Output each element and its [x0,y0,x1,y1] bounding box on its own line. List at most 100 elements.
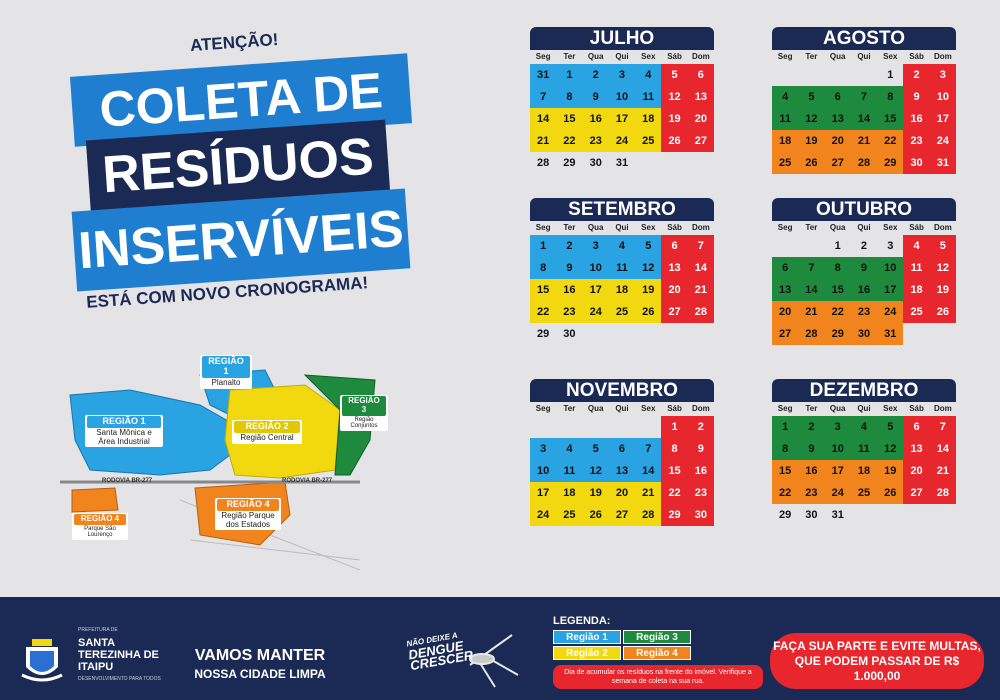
day-cell: 7 [850,86,878,108]
empty-cell [609,416,635,438]
weekday-label: Dom [691,404,710,413]
weekday-label: Dom [691,52,710,61]
day-grid: 1 2 3 4 5 6 7 8 9 10 11 12 13 14 15 16 17 18 19 20 21 22 23 24 2… [772,64,956,174]
empty-cell [825,64,851,86]
day-cell: 28 [929,482,956,504]
day-cell: 25 [903,301,930,323]
day-cell: 29 [877,152,904,174]
municipality-tagline: DESENVOLVIMENTO PARA TODOS [78,676,161,682]
day-cell: 24 [929,130,956,152]
day-cell: 29 [563,157,576,169]
day-cell: 15 [824,279,851,301]
weekday-label: Sex [641,404,656,413]
day-cell: 1 [661,416,688,438]
weekday-header: Seg Ter Qua Qui Sex Sáb Dom [530,221,714,235]
calendar-dezembro: DEZEMBRO Seg Ter Qua Qui Sex Sáb Dom 1 2 3 4 5 6 7 8 9 10… [772,379,956,526]
month-title: NOVEMBRO [530,379,714,402]
fine-warning: FAÇA SUA PARTE E EVITE MULTAS, QUE PODEM… [770,633,984,689]
day-cell: 8 [824,257,851,279]
legend-title: LEGENDA: [553,615,611,627]
day-grid: 31 1 2 3 4 5 6 7 8 9 10 11 12 13 14 15 16 17 18 19 20 21 22 23 2… [530,64,714,174]
municipal-crest-icon [21,639,63,682]
day-cell: 3 [608,64,636,86]
day-cell: 3 [582,235,609,257]
day-cell: 6 [824,86,851,108]
weekday-header: Seg Ter Qua Qui Sex Sáb Dom [530,402,714,416]
day-cell: 4 [903,235,930,257]
slogan-line-2: NOSSA CIDADE LIMPA [194,667,326,681]
weekday-label: Sáb [667,52,682,61]
day-cell: 13 [687,86,714,108]
day-cell: 26 [635,301,662,323]
day-cell: 3 [887,240,894,252]
day-cell: 10 [929,86,956,108]
day-cell: 24 [530,504,557,526]
day-cell: 14 [530,108,557,130]
weekday-label: Qui [615,52,629,61]
legend-region-1: Região 1 [553,630,621,644]
day-cell: 22 [556,130,583,152]
weekday-label: Qua [587,52,604,61]
day-cell: 1 [772,416,799,438]
legend-grid: Região 1 Região 3 Região 2 Região 4 [553,630,763,660]
empty-cell [556,416,582,438]
day-cell: 16 [798,460,825,482]
day-cell: 27 [824,152,851,174]
day-cell: 17 [824,460,851,482]
day-cell: 8 [877,86,904,108]
day-cell: 15 [772,460,799,482]
weekday-label: Ter [805,223,818,232]
month-title: OUTUBRO [772,198,956,221]
day-cell: 19 [798,130,825,152]
weekday-label: Sáb [667,404,682,413]
empty-cell [798,64,824,86]
day-cell: 3 [530,438,557,460]
empty-cell [851,64,877,86]
weekday-label: Qua [829,404,846,413]
day-cell: 28 [850,152,878,174]
weekday-label: Sáb [667,223,682,232]
calendar-novembro: NOVEMBRO Seg Ter Qua Qui Sex Sáb Dom 1 2 3 4 5 6 7 8 9 10… [530,379,714,526]
day-cell: 16 [556,279,583,301]
month-title: SETEMBRO [530,198,714,221]
day-cell: 25 [850,482,878,504]
day-cell: 18 [772,130,799,152]
day-cell: 2 [903,64,930,86]
weekday-label: Seg [535,223,551,232]
day-cell: 22 [530,301,557,323]
day-cell: 2 [582,64,609,86]
day-cell: 26 [798,152,825,174]
day-cell: 27 [661,301,688,323]
weekday-label: Seg [535,404,551,413]
day-grid: 1 2 3 4 5 6 7 8 9 10 11 12 13 14 15 16 17 18 19 20 21 22 23 24 2… [530,235,714,345]
legend: LEGENDA: Região 1 Região 3 Região 2 Regi… [553,615,763,689]
region-4-tag: REGIÃO 4 Região Parque dos Estados [215,498,281,531]
calendar-outubro: OUTUBRO Seg Ter Qua Qui Sex Sáb Dom 1 2 3 4 5 6 7 8 9 10 1… [772,198,956,345]
weekday-label: Dom [933,404,952,413]
day-cell: 31 [831,509,844,521]
day-cell: 30 [589,157,602,169]
day-cell: 4 [850,416,878,438]
day-cell: 10 [824,438,851,460]
weekday-label: Ter [805,404,818,413]
day-cell: 17 [530,482,557,504]
municipality-prefix: PREFEITURA DE [78,627,118,633]
weekday-label: Qui [857,52,871,61]
day-cell: 8 [556,86,583,108]
weekday-label: Sex [883,52,898,61]
road-label: RODOVIA BR-277 [102,478,153,484]
day-cell: 7 [798,257,825,279]
empty-cell [772,64,798,86]
day-cell: 22 [877,130,904,152]
day-cell: 14 [635,460,662,482]
day-cell: 20 [661,279,688,301]
day-cell: 29 [779,509,792,521]
day-cell: 23 [798,482,825,504]
day-cell: 5 [877,416,904,438]
day-cell: 16 [582,108,609,130]
warning-line-1: FAÇA SUA PARTE E EVITE MULTAS, [773,638,981,653]
month-title: DEZEMBRO [772,379,956,402]
day-cell: 5 [582,438,609,460]
day-cell: 25 [556,504,583,526]
day-grid: 1 2 3 4 5 6 7 8 9 10 11 12 13 14 15 16 17 18 19 20 21 22 23 24 2… [772,416,956,526]
